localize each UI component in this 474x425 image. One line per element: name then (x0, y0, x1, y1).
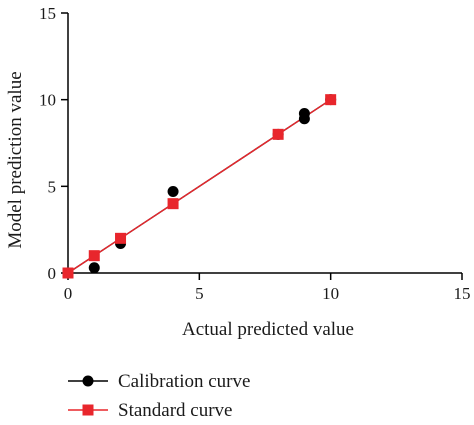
data-markers (62, 94, 337, 279)
data-point-square (167, 198, 179, 210)
y-tick-label: 0 (48, 264, 57, 283)
legend-item-calibration: Calibration curve (68, 371, 250, 392)
y-axis-title: Model prediction value (5, 71, 26, 248)
legend-item-standard: Standard curve (68, 400, 232, 421)
data-point-circle (88, 262, 100, 274)
x-tick-label: 0 (64, 284, 73, 303)
data-point-circle (298, 108, 310, 120)
plot-area: 0 5 10 15 0 5 10 15 (39, 4, 471, 303)
data-point-square (115, 232, 127, 244)
data-point-square (272, 128, 284, 140)
y-tick-label: 5 (48, 177, 57, 196)
y-tick-label: 10 (39, 91, 56, 110)
x-tick-label: 10 (322, 284, 339, 303)
y-axis-ticks: 0 5 10 15 (39, 4, 68, 283)
x-tick-label: 15 (454, 284, 471, 303)
x-axis-title: Actual predicted value (182, 319, 354, 340)
fit-lines (67, 99, 332, 274)
data-point-square (88, 250, 100, 262)
legend-label-standard: Standard curve (118, 400, 232, 421)
fit-line-series-1 (67, 99, 332, 274)
x-axis-ticks: 0 5 10 15 (64, 273, 471, 303)
legend: Calibration curve Standard curve (68, 371, 250, 421)
legend-label-calibration: Calibration curve (118, 371, 250, 392)
legend-marker-standard (82, 404, 94, 416)
data-point-square (325, 94, 337, 106)
data-point-square (62, 267, 74, 279)
x-tick-label: 5 (195, 284, 204, 303)
legend-marker-calibration (82, 375, 94, 387)
y-tick-label: 15 (39, 4, 56, 23)
data-point-circle (167, 186, 179, 198)
